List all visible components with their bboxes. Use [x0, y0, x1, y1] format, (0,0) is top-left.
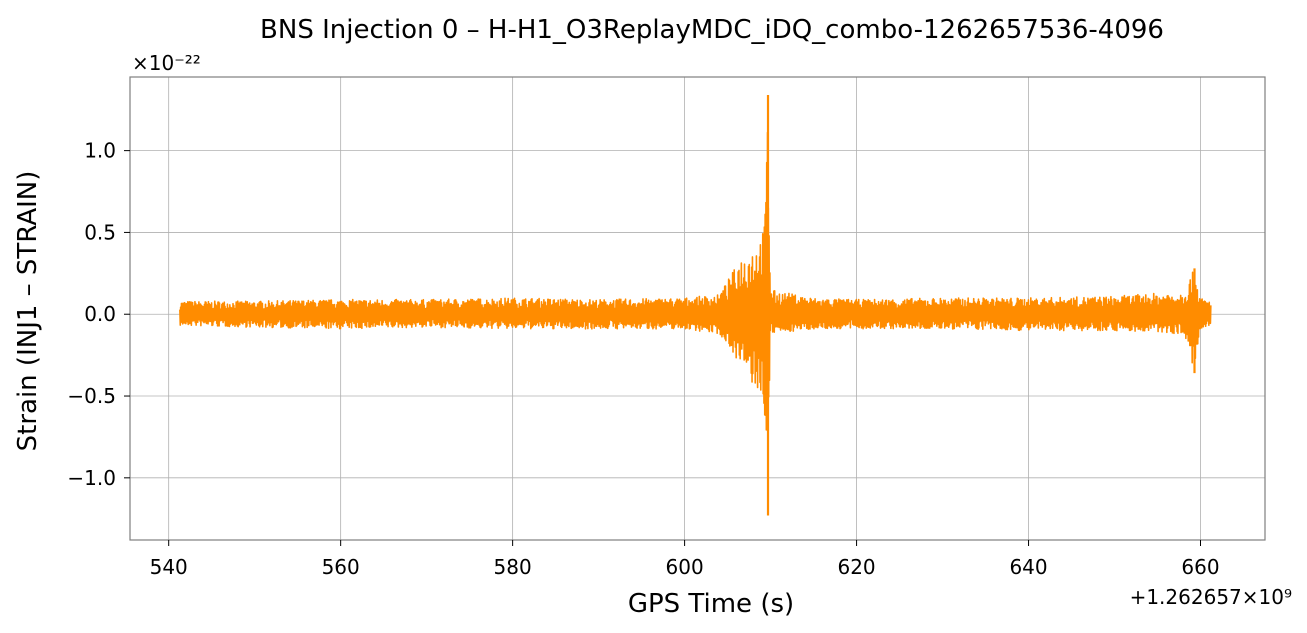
y-axis-label: Strain (INJ1 – STRAIN) [13, 171, 43, 452]
strain-series-line [179, 131, 1212, 431]
x-offset-label: +1.262657×10⁹ [1130, 585, 1292, 609]
y-scale-label: ×10⁻²² [132, 51, 201, 75]
x-axis-label: GPS Time (s) [628, 589, 794, 619]
y-tick-label: 1.0 [84, 139, 116, 163]
series-line [179, 94, 1212, 516]
x-tick-label: 600 [666, 555, 704, 579]
x-tick-label: 620 [837, 555, 875, 579]
x-axis: 540 560 580 600 620 640 660 [150, 540, 1220, 579]
y-tick-label: 0.0 [84, 302, 116, 326]
x-tick-label: 580 [494, 555, 532, 579]
y-tick-label: −0.5 [67, 384, 116, 408]
chart-title: BNS Injection 0 – H-H1_O3ReplayMDC_iDQ_c… [260, 15, 1164, 45]
x-tick-label: 540 [150, 555, 188, 579]
x-tick-label: 560 [322, 555, 360, 579]
x-tick-label: 660 [1181, 555, 1219, 579]
plot-frame [129, 76, 1266, 541]
y-tick-label: −1.0 [67, 466, 116, 490]
y-tick-label: 0.5 [84, 220, 116, 244]
y-axis: −1.0 −0.5 0.0 0.5 1.0 [67, 139, 130, 490]
x-tick-label: 640 [1009, 555, 1047, 579]
